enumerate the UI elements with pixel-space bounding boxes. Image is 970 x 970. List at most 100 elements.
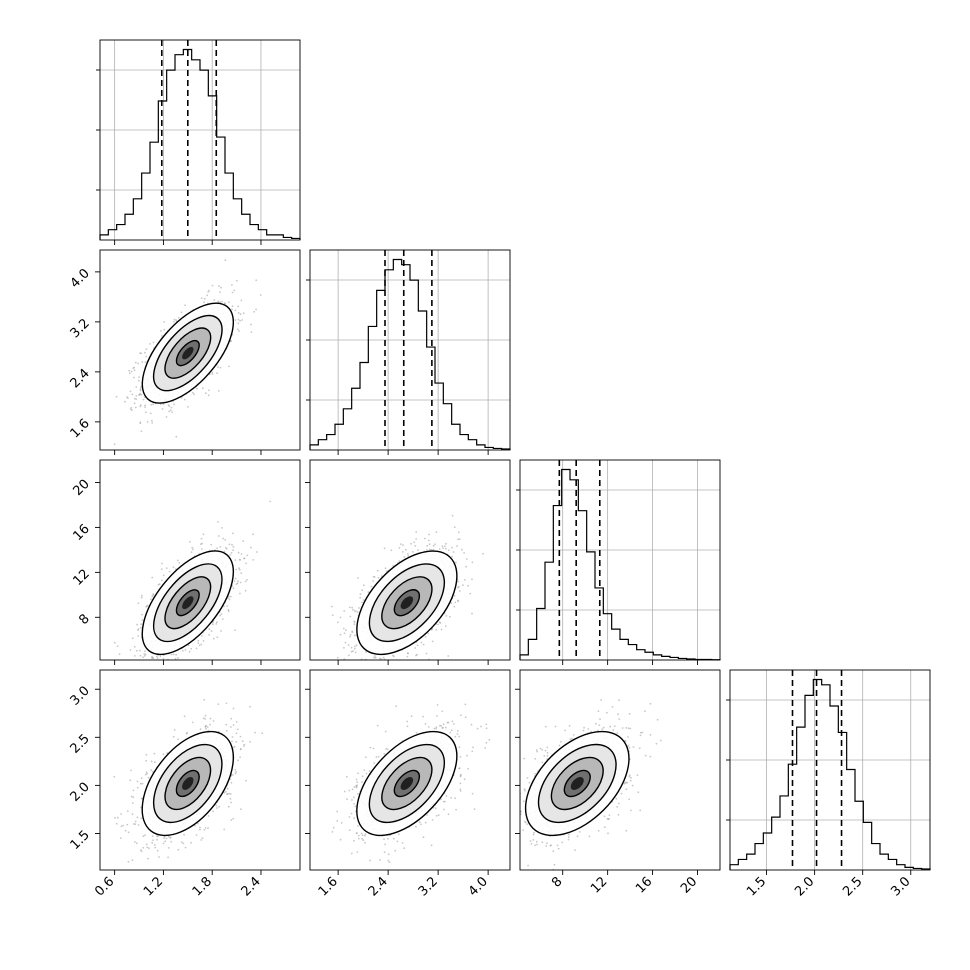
- sample-point: [165, 567, 168, 569]
- sample-point: [221, 618, 224, 620]
- sample-point: [145, 753, 148, 756]
- histogram-panel-0: [96, 39, 301, 241]
- sample-point: [170, 406, 173, 409]
- sample-point: [353, 634, 356, 637]
- sample-point: [232, 549, 235, 552]
- sample-point: [131, 637, 134, 640]
- sample-point: [336, 656, 339, 659]
- sample-point: [361, 601, 363, 604]
- sample-point: [137, 635, 140, 637]
- sample-point: [175, 653, 178, 656]
- sample-point: [227, 608, 230, 611]
- panel-frame: [309, 459, 511, 661]
- sample-point: [432, 545, 435, 547]
- density-panel-2-0: [99, 459, 301, 673]
- sample-point: [217, 390, 220, 392]
- sample-point: [241, 319, 244, 321]
- sample-point: [176, 559, 179, 562]
- sample-point: [471, 612, 473, 615]
- sample-point: [140, 596, 143, 599]
- sample-point: [142, 656, 145, 659]
- sample-point: [237, 318, 240, 321]
- sample-point: [115, 395, 118, 398]
- sample-point: [376, 569, 379, 572]
- sample-point: [162, 842, 165, 845]
- sample-point: [226, 605, 229, 607]
- sample-point: [133, 655, 136, 657]
- sample-point: [138, 376, 140, 379]
- sample-point: [223, 605, 225, 608]
- sample-point: [417, 549, 419, 551]
- contour-line: [152, 314, 223, 392]
- sample-point: [348, 654, 350, 657]
- sample-point: [202, 640, 205, 642]
- sample-point: [120, 825, 123, 828]
- sample-point: [232, 724, 235, 726]
- sample-point: [455, 561, 457, 564]
- sample-point: [149, 343, 152, 345]
- sample-point: [217, 300, 220, 303]
- sample-point: [217, 521, 219, 523]
- sample-point: [212, 810, 215, 813]
- sample-point: [208, 289, 211, 292]
- sample-point: [142, 846, 145, 849]
- sample-point: [200, 537, 203, 540]
- sample-point: [343, 632, 346, 635]
- sample-point: [113, 775, 116, 778]
- sample-point: [207, 394, 210, 397]
- sample-point: [133, 646, 136, 648]
- sample-point: [161, 579, 163, 582]
- sample-point: [133, 397, 136, 400]
- sample-point: [236, 728, 239, 731]
- sample-point: [232, 817, 235, 820]
- sample-point: [170, 653, 173, 656]
- sample-point: [208, 628, 211, 631]
- sample-point: [237, 551, 240, 554]
- sample-point: [177, 848, 180, 851]
- sample-point: [187, 644, 190, 647]
- sample-point: [177, 316, 180, 319]
- sample-point: [222, 537, 225, 540]
- contour-line: [164, 576, 212, 630]
- sample-point: [428, 539, 430, 542]
- sample-point: [228, 598, 231, 601]
- sample-point: [137, 379, 140, 382]
- sample-point: [323, 667, 325, 669]
- sample-point: [383, 547, 386, 550]
- sample-point: [416, 644, 419, 647]
- sample-point: [362, 599, 365, 601]
- sample-point: [151, 841, 154, 844]
- sample-point: [232, 707, 235, 710]
- sample-point: [207, 827, 209, 829]
- sample-point: [482, 552, 484, 555]
- contour-line: [141, 302, 235, 404]
- sample-point: [238, 567, 240, 570]
- sample-point: [231, 284, 233, 286]
- sample-point: [449, 615, 451, 618]
- sample-point: [223, 791, 226, 794]
- sample-point: [151, 595, 154, 598]
- panel-frame: [309, 249, 511, 451]
- sample-point: [238, 330, 240, 332]
- sample-point: [221, 527, 223, 529]
- sample-point: [144, 653, 147, 656]
- sample-point: [159, 655, 162, 658]
- sample-point: [184, 846, 187, 849]
- sample-point: [207, 291, 210, 293]
- sample-point: [427, 632, 429, 635]
- sample-point: [234, 559, 237, 561]
- density-panel-1-0: [99, 249, 301, 451]
- sample-point: [172, 735, 175, 738]
- sample-point: [127, 831, 130, 834]
- sample-point: [203, 829, 206, 831]
- sample-point: [157, 583, 160, 586]
- sample-point: [141, 594, 143, 597]
- sample-point: [162, 574, 165, 577]
- sample-point: [422, 643, 425, 646]
- sample-point: [153, 671, 155, 673]
- sample-point: [211, 373, 214, 375]
- sample-point: [353, 620, 356, 623]
- sample-point: [255, 279, 258, 282]
- sample-point: [240, 553, 243, 555]
- sample-point: [140, 667, 142, 669]
